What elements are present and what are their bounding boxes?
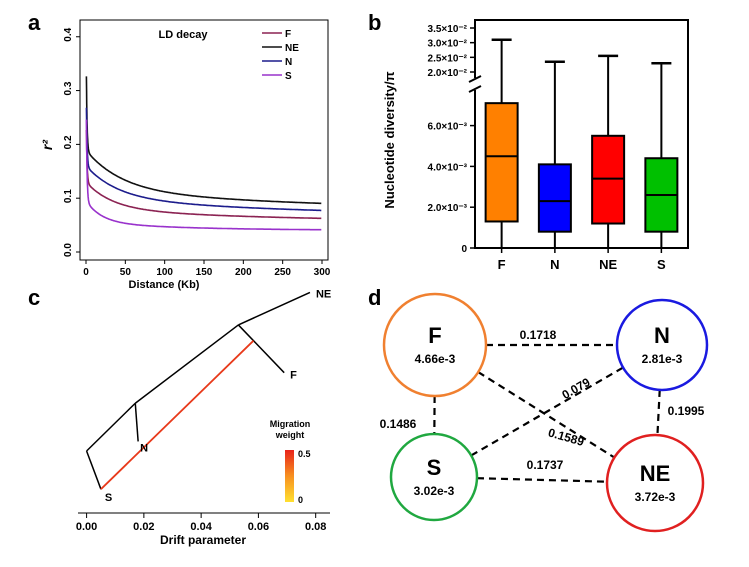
node-name-NE: NE — [640, 461, 671, 486]
y-tick-label: 0.2 — [63, 135, 74, 149]
edge-label-S-N: 0.079 — [559, 375, 592, 402]
axis-break-mark — [468, 85, 482, 93]
box-F — [484, 102, 519, 223]
panel-letter-b: b — [368, 10, 381, 35]
x-tick-label: 0.06 — [248, 521, 269, 533]
ld-decay-chart: 0 50 100 150 200 250 300 0.0 0.1 0.2 0.3 0.4 Distanc… — [39, 19, 331, 291]
node-name-S: S — [427, 455, 442, 480]
tree-edge — [134, 403, 139, 442]
x-tick-label: NE — [599, 257, 617, 272]
y-tick-label: 0.0 — [63, 243, 74, 257]
x-tick-label: 0.00 — [76, 521, 97, 533]
x-tick-label: S — [657, 257, 666, 272]
ld-series-line-NE — [85, 76, 322, 205]
x-tick-label: 0 — [83, 267, 89, 278]
legend-label-N: N — [285, 57, 292, 68]
network-node-NE — [605, 433, 705, 533]
box-N — [537, 163, 572, 233]
edge-label-F-NE: 0.1589 — [547, 425, 586, 449]
legend-min-label: 0 — [298, 495, 303, 505]
x-tick-label: 150 — [196, 267, 213, 278]
y-tick-label: 2.5×10⁻² — [428, 53, 468, 64]
edge-label-F-N: 0.1718 — [520, 328, 557, 342]
y-tick-label: 6.0×10⁻³ — [428, 122, 468, 133]
x-tick-label: 50 — [120, 267, 132, 278]
fst-network-diagram: 0.1718 0.1486 0.1589 0.079 0.1995 0.1737 F 4.66… — [380, 292, 709, 533]
ld-series-line-N — [85, 107, 322, 212]
tree-leaf-label-F: F — [290, 370, 297, 382]
network-node-N — [615, 298, 709, 392]
plot-frame — [474, 19, 689, 249]
network-edges — [433, 343, 661, 483]
panel-letter-c: c — [28, 285, 40, 310]
network-edge-F-NE — [477, 371, 615, 459]
chart-title: LD decay — [159, 29, 209, 41]
tree-edge — [85, 450, 102, 490]
node-value-F: 4.66e-3 — [415, 352, 456, 366]
tree-edge — [238, 291, 311, 326]
y-tick-label: 2.0×10⁻³ — [428, 203, 468, 214]
x-tick-label: 100 — [156, 267, 173, 278]
legend-colorbar — [285, 450, 294, 502]
y-axis-title: Nucleotide diversity/π — [382, 71, 397, 208]
network-node-F — [382, 292, 488, 398]
migration-edge — [100, 340, 255, 490]
legend-label-F: F — [285, 29, 291, 40]
node-value-N: 2.81e-3 — [642, 352, 683, 366]
legend-max-label: 0.5 — [298, 449, 311, 459]
node-value-NE: 3.72e-3 — [635, 490, 676, 504]
nucleotide-diversity-boxplot: 0 2.0×10⁻³ 4.0×10⁻³ 6.0×10⁻³ 2.0×10⁻² 2.5×10⁻… — [382, 19, 689, 272]
y-tick-label: 0 — [461, 244, 467, 255]
legend-label-NE: NE — [285, 43, 299, 54]
edge-label-N-NE: 0.1995 — [668, 404, 705, 418]
x-tick-label: 200 — [235, 267, 252, 278]
panel-letter-a: a — [28, 10, 41, 35]
node-name-F: F — [428, 323, 441, 348]
legend-title: weight — [275, 430, 305, 440]
x-tick-label: F — [498, 257, 506, 272]
y-tick-label: 0.1 — [63, 189, 74, 203]
x-tick-label: 300 — [314, 267, 331, 278]
y-tick-label: 2.0×10⁻² — [428, 68, 468, 79]
tree-leaf-label-S: S — [105, 492, 112, 504]
x-tick-label: 0.02 — [133, 521, 154, 533]
tree-leaf-label-NE: NE — [316, 288, 331, 300]
y-tick-label: 0.4 — [63, 27, 74, 41]
x-tick-label: N — [550, 257, 559, 272]
ld-series-line-F — [85, 129, 322, 220]
network-edge-S-NE — [476, 477, 608, 483]
x-tick-label: 0.08 — [305, 521, 326, 533]
y-tick-label: 3.5×10⁻² — [428, 24, 468, 35]
edge-label-F-S: 0.1486 — [380, 417, 417, 431]
box-NE — [591, 134, 626, 225]
tree-edge — [86, 402, 136, 452]
network-node-S — [389, 432, 479, 522]
axis-break-mark — [468, 75, 482, 83]
ld-series-line-S — [85, 119, 322, 231]
node-name-N: N — [654, 323, 670, 348]
x-axis-title: Distance (Kb) — [129, 279, 200, 291]
tree-edge — [134, 324, 239, 404]
network-edge-S-N — [470, 366, 624, 457]
x-axis-title: Drift parameter — [160, 533, 246, 547]
legend-label-S: S — [285, 71, 292, 82]
tree-leaf-label-N: N — [140, 442, 148, 454]
treemix-tree-chart: 0.00 0.02 0.04 0.06 0.08 Drift parameter S N NE F… — [76, 288, 331, 547]
y-axis-title: r² — [39, 140, 55, 150]
x-tick-label: 0.04 — [190, 521, 212, 533]
legend-title: Migration — [270, 419, 311, 429]
y-tick-label: 4.0×10⁻³ — [428, 162, 468, 173]
panel-letter-d: d — [368, 285, 381, 310]
plot-frame — [79, 19, 329, 261]
network-edge-N-NE — [656, 389, 661, 436]
x-tick-label: 250 — [274, 267, 291, 278]
edge-label-S-NE: 0.1737 — [527, 458, 564, 472]
tree-edge — [237, 324, 285, 374]
y-tick-label: 3.0×10⁻² — [428, 39, 468, 50]
node-value-S: 3.02e-3 — [414, 484, 455, 498]
y-tick-label: 0.3 — [63, 81, 74, 95]
